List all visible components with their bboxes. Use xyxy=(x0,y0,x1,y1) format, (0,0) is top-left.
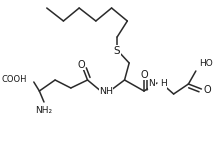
Text: N: N xyxy=(148,80,155,89)
Text: COOH: COOH xyxy=(2,76,27,84)
Text: O: O xyxy=(203,85,211,95)
Text: H: H xyxy=(160,80,166,89)
Text: NH₂: NH₂ xyxy=(35,106,53,115)
Text: S: S xyxy=(114,46,120,56)
Text: O: O xyxy=(77,60,85,70)
Text: O: O xyxy=(140,70,148,80)
Text: NH: NH xyxy=(99,86,113,96)
Text: HO: HO xyxy=(199,59,212,68)
